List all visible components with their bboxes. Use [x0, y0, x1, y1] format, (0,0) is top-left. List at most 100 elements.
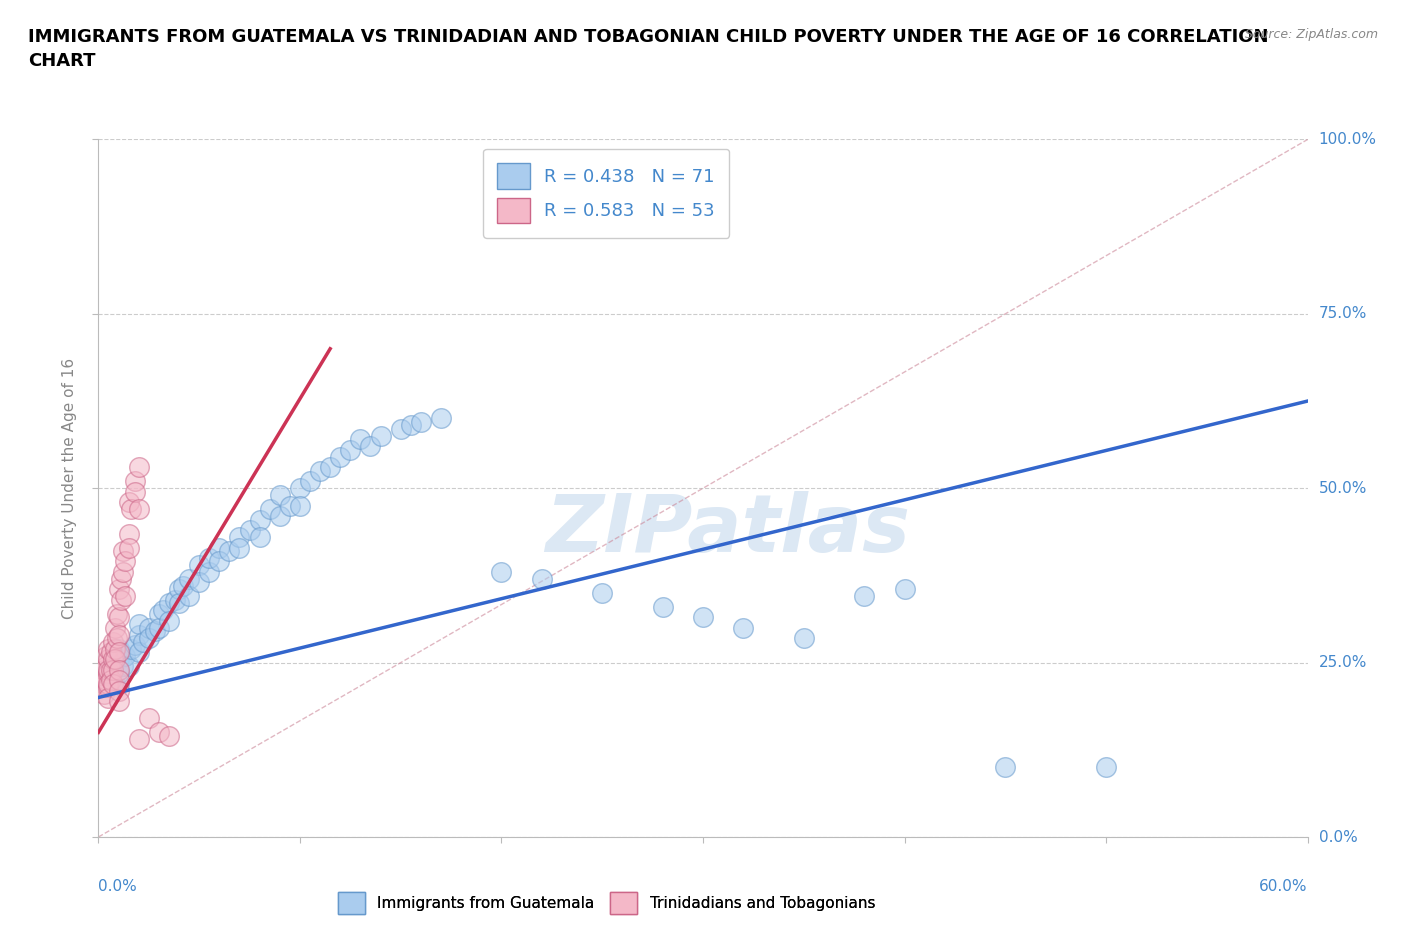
Text: 100.0%: 100.0%: [1319, 132, 1376, 147]
Point: [97, 680, 120, 695]
Text: ZIPatlas: ZIPatlas: [544, 491, 910, 569]
Point: [128, 617, 150, 631]
Point: [107, 644, 129, 659]
Point: [278, 498, 301, 513]
Point: [132, 634, 155, 649]
Point: [218, 543, 240, 558]
Point: [128, 460, 150, 474]
Point: [91, 666, 114, 681]
Point: [128, 502, 150, 517]
Point: [198, 565, 221, 579]
Point: [97, 666, 120, 681]
Point: [124, 638, 146, 653]
Point: [103, 652, 125, 667]
Point: [148, 606, 170, 621]
Point: [591, 586, 613, 601]
Point: [409, 415, 432, 430]
Point: [299, 474, 322, 489]
Point: [389, 421, 412, 436]
Point: [167, 582, 190, 597]
Point: [188, 575, 211, 590]
Point: [148, 620, 170, 635]
Point: [249, 512, 271, 527]
Text: 60.0%: 60.0%: [1260, 879, 1308, 894]
Point: [93, 686, 115, 701]
Text: 25.0%: 25.0%: [1319, 655, 1367, 671]
Point: [309, 463, 332, 478]
Point: [152, 603, 174, 618]
Point: [893, 582, 915, 597]
Point: [118, 495, 141, 510]
Point: [107, 683, 129, 698]
Point: [103, 642, 125, 657]
Point: [349, 432, 371, 447]
Point: [107, 676, 129, 691]
Point: [651, 600, 673, 615]
Legend: Immigrants from Guatemala, Trinidadians and Tobagonians: Immigrants from Guatemala, Trinidadians …: [332, 886, 882, 920]
Point: [105, 631, 128, 645]
Point: [733, 620, 755, 635]
Point: [107, 642, 129, 657]
Point: [101, 662, 124, 677]
Point: [329, 449, 352, 464]
Point: [430, 411, 453, 426]
Point: [128, 644, 150, 659]
Point: [114, 554, 136, 569]
Point: [100, 662, 122, 677]
Point: [319, 460, 342, 474]
Point: [97, 642, 120, 657]
Point: [128, 628, 150, 643]
Point: [93, 676, 115, 691]
Point: [97, 652, 120, 667]
Point: [491, 565, 513, 579]
Point: [100, 644, 122, 659]
Point: [994, 760, 1017, 775]
Point: [269, 509, 291, 524]
Point: [143, 624, 166, 639]
Text: 0.0%: 0.0%: [1319, 830, 1357, 844]
Point: [101, 652, 124, 667]
Point: [110, 571, 132, 587]
Point: [208, 554, 231, 569]
Point: [853, 589, 876, 604]
Point: [249, 530, 271, 545]
Point: [124, 485, 146, 499]
Point: [124, 474, 146, 489]
Point: [118, 540, 141, 555]
Point: [111, 565, 134, 579]
Y-axis label: Child Poverty Under the Age of 16: Child Poverty Under the Age of 16: [62, 358, 77, 618]
Point: [97, 676, 120, 691]
Point: [228, 530, 250, 545]
Text: 50.0%: 50.0%: [1319, 481, 1367, 496]
Point: [107, 666, 129, 681]
Point: [188, 558, 211, 573]
Point: [138, 631, 160, 645]
Point: [107, 652, 129, 667]
Point: [97, 662, 120, 677]
Point: [288, 481, 311, 496]
Point: [157, 728, 180, 743]
Point: [107, 628, 129, 643]
Point: [120, 502, 142, 517]
Text: Source: ZipAtlas.com: Source: ZipAtlas.com: [1244, 28, 1378, 41]
Point: [97, 680, 120, 695]
Point: [103, 676, 125, 691]
Point: [269, 488, 291, 503]
Point: [107, 610, 129, 625]
Point: [114, 648, 136, 663]
Point: [177, 589, 201, 604]
Point: [96, 648, 118, 663]
Point: [103, 620, 125, 635]
Point: [339, 443, 361, 458]
Point: [793, 631, 815, 645]
Point: [93, 662, 115, 677]
Point: [163, 592, 186, 607]
Point: [148, 725, 170, 740]
Point: [239, 523, 262, 538]
Point: [107, 582, 129, 597]
Text: IMMIGRANTS FROM GUATEMALA VS TRINIDADIAN AND TOBAGONIAN CHILD POVERTY UNDER THE : IMMIGRANTS FROM GUATEMALA VS TRINIDADIAN…: [28, 28, 1268, 70]
Point: [118, 526, 141, 541]
Point: [157, 614, 180, 629]
Point: [96, 672, 118, 687]
Point: [105, 606, 128, 621]
